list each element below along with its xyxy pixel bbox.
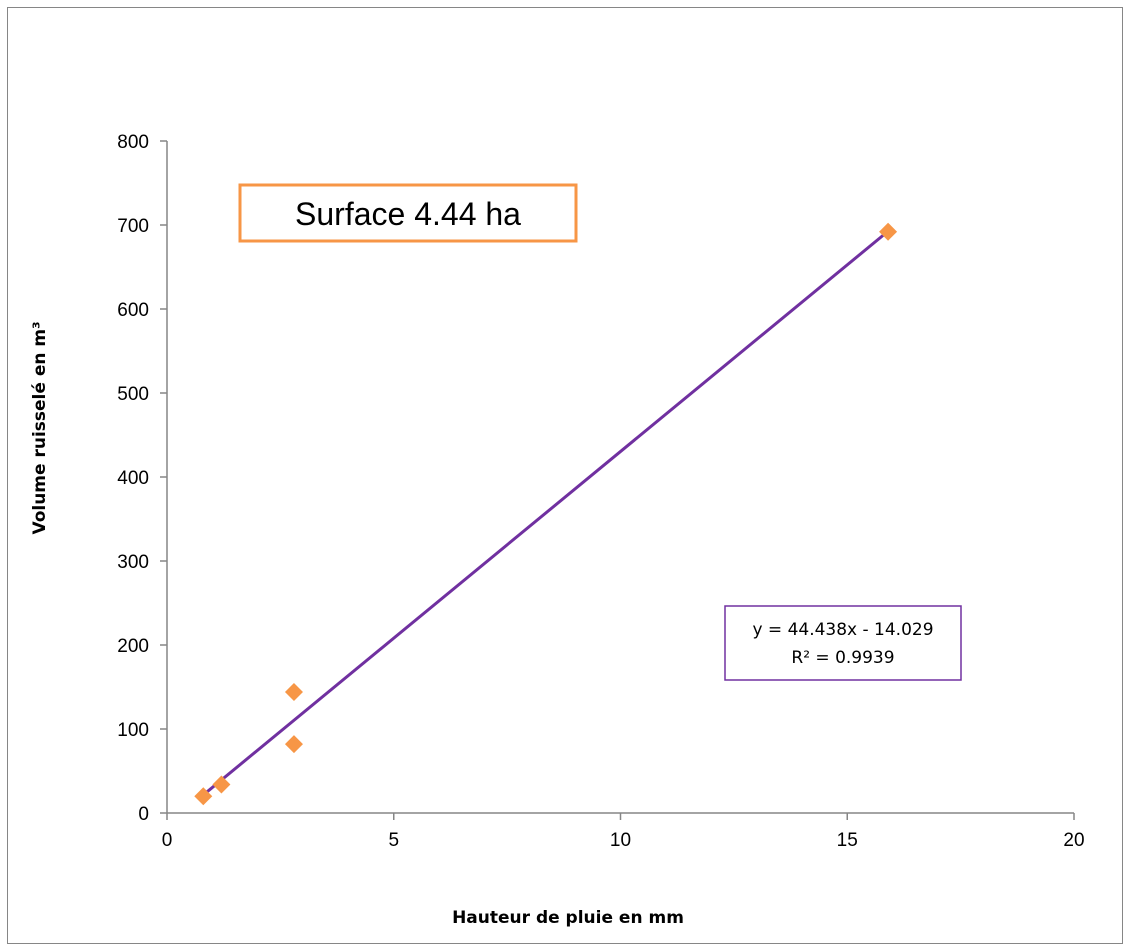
y-tick-label: 0: [138, 804, 149, 825]
surface-annotation-box: Surface 4.44 ha: [240, 185, 576, 241]
trendline-equation: y = 44.438x - 14.029: [752, 620, 933, 640]
y-tick-label: 500: [117, 384, 149, 405]
chart-frame: 0 5 10 15 20 0 100 200 300 400 500 600 700 800 Hauteu…: [7, 7, 1123, 944]
x-tick-label: 20: [1063, 830, 1084, 851]
x-axis-title: Hauteur de pluie en mm: [452, 908, 684, 928]
surface-annotation-text: Surface 4.44 ha: [295, 196, 521, 232]
y-axis-title: Volume ruisselé en m³: [30, 321, 50, 534]
data-point: [212, 775, 230, 793]
y-tick-label: 700: [117, 216, 149, 237]
y-tick-label: 800: [117, 132, 149, 153]
y-tick-label: 600: [117, 300, 149, 321]
data-point: [285, 735, 303, 753]
y-tick-label: 400: [117, 468, 149, 489]
y-tick-label: 200: [117, 636, 149, 657]
trendline-equation-box: y = 44.438x - 14.029 R² = 0.9939: [725, 606, 961, 680]
trendline: [203, 231, 888, 795]
y-tick-label: 300: [117, 552, 149, 573]
trendline-group: [203, 231, 888, 795]
x-tick-label: 10: [610, 830, 631, 851]
x-tick-label: 5: [388, 830, 399, 851]
x-tick-label: 0: [162, 830, 173, 851]
data-point: [285, 683, 303, 701]
trendline-r2: R² = 0.9939: [791, 648, 894, 668]
x-tick-label: 15: [837, 830, 858, 851]
y-tick-label: 100: [117, 720, 149, 741]
